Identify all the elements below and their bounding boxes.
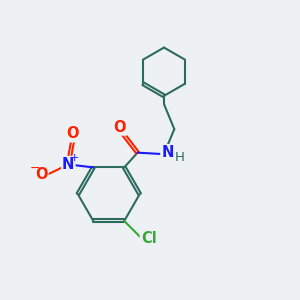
Text: O: O xyxy=(67,126,79,141)
Text: N: N xyxy=(62,157,74,172)
Text: H: H xyxy=(175,151,185,164)
Text: O: O xyxy=(114,120,126,135)
Text: O: O xyxy=(35,167,47,182)
Text: −: − xyxy=(29,162,40,176)
Text: +: + xyxy=(70,153,79,163)
Text: N: N xyxy=(161,145,174,160)
Text: Cl: Cl xyxy=(141,231,157,246)
